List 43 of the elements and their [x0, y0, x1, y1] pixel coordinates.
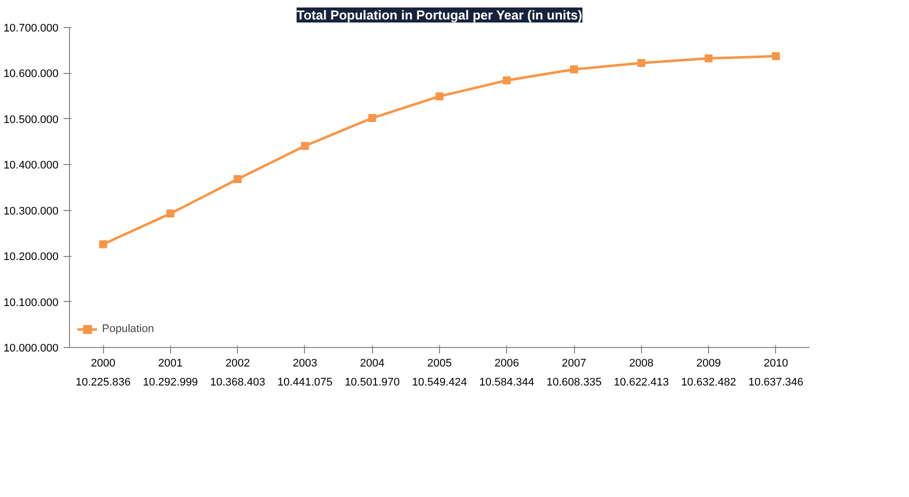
point — [99, 240, 108, 248]
y-tick-label: 10.700.000 — [3, 22, 59, 34]
y-tick-label: 10.600.000 — [3, 68, 59, 80]
y-tick-label: 10.300.000 — [3, 205, 59, 218]
x-tick-label: 2001 — [158, 358, 183, 370]
y-tick-label: 10.000.000 — [3, 342, 59, 354]
point — [436, 92, 444, 100]
data-label: 10.584.344 — [479, 376, 534, 388]
data-label: 10.549.424 — [412, 376, 468, 388]
x-tick-label: 2009 — [696, 358, 721, 370]
chart-title: Total Population in Portugal per Year (in units) — [296, 8, 582, 22]
point — [234, 175, 242, 184]
x-tick-label: 2008 — [629, 358, 654, 370]
x-tick-label: 2002 — [225, 358, 250, 370]
x-tick-label: 2010 — [764, 358, 788, 370]
y-tick-label: 10.100.000 — [3, 296, 59, 309]
data-label: 10.608.335 — [546, 376, 602, 388]
point — [772, 52, 780, 60]
point — [704, 54, 713, 62]
data-label: 10.632.482 — [681, 376, 736, 388]
x-tick-label: 2007 — [562, 358, 586, 370]
x-tick-label: 2005 — [427, 358, 452, 370]
point — [300, 142, 309, 150]
y-tick-label: 10.200.000 — [3, 251, 59, 264]
data-label: 10.368.403 — [210, 376, 266, 388]
x-tick-label: 2003 — [292, 358, 318, 370]
x-tick-label: 2006 — [494, 358, 520, 370]
data-label: 10.501.970 — [344, 376, 400, 388]
data-label: 10.637.346 — [748, 376, 804, 388]
x-tick-label: 2004 — [360, 358, 384, 370]
x-tick-label: 2000 — [90, 358, 116, 370]
data-label: 10.622.413 — [614, 376, 669, 388]
point — [570, 65, 578, 74]
point — [502, 76, 511, 84]
legend-label: Population — [102, 323, 154, 335]
data-label: 10.441.075 — [277, 376, 332, 388]
point — [166, 210, 174, 218]
y-tick-label: 10.500.000 — [3, 114, 59, 126]
point — [368, 114, 376, 122]
data-label: 10.225.836 — [76, 376, 131, 388]
data-label: 10.292.999 — [142, 376, 198, 388]
point — [637, 58, 646, 67]
y-tick-label: 10.400.000 — [3, 160, 59, 172]
